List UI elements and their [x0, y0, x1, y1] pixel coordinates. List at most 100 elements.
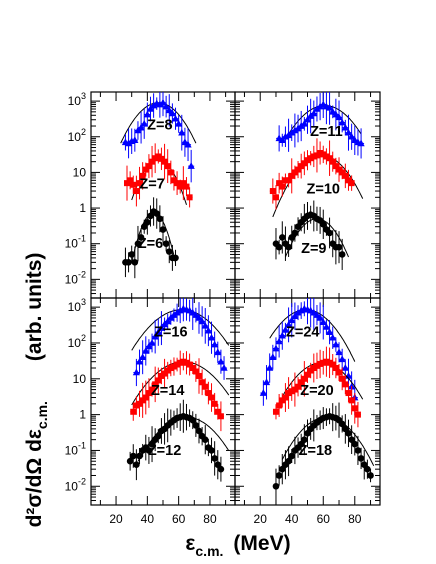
data-point	[282, 394, 289, 401]
data-point	[205, 390, 212, 397]
data-point	[184, 140, 192, 148]
series-label: Z=12	[148, 443, 181, 459]
data-point	[165, 248, 173, 255]
y-tick-label: 102	[68, 127, 86, 144]
data-point	[295, 383, 302, 390]
x-tick-label: 60	[172, 512, 186, 526]
data-point	[137, 234, 145, 241]
data-point	[133, 402, 140, 409]
data-point	[183, 359, 190, 366]
data-point	[338, 355, 346, 363]
data-point	[142, 166, 149, 173]
data-point	[298, 163, 305, 170]
data-point	[319, 318, 327, 325]
data-point	[281, 326, 290, 333]
y-tick-label-base: 10	[68, 94, 82, 108]
data-point	[332, 110, 340, 118]
data-point	[217, 357, 225, 365]
data-point	[338, 118, 346, 126]
data-point	[339, 375, 346, 382]
data-point	[275, 472, 283, 479]
data-point	[285, 177, 292, 184]
y-tick-label-base: 10	[68, 130, 82, 144]
data-point	[272, 482, 280, 490]
data-point	[158, 372, 165, 379]
data-point	[155, 377, 162, 384]
data-point	[272, 344, 280, 352]
data-point	[279, 183, 286, 190]
data-point	[208, 447, 215, 454]
data-point	[207, 333, 216, 341]
data-point	[307, 155, 314, 162]
data-point	[303, 115, 312, 123]
data-point	[162, 240, 170, 248]
data-point	[139, 353, 147, 361]
data-point	[338, 420, 346, 428]
series-label: Z=11	[310, 124, 343, 140]
data-point	[187, 162, 195, 169]
y-tick-label: 10-2	[65, 476, 86, 493]
data-point	[276, 180, 283, 187]
data-point	[214, 408, 221, 415]
data-point	[354, 447, 362, 454]
y-tick-label-exp: 2	[81, 333, 86, 343]
panel-top-right: Z=11 Z=10 Z=9	[234, 91, 381, 299]
x-axis-title-sub: c.m.	[195, 543, 223, 559]
x-tick-label: 80	[348, 512, 362, 526]
data-point	[145, 163, 152, 170]
data-point	[279, 397, 286, 404]
data-point	[133, 188, 140, 195]
data-point	[145, 390, 152, 397]
y-tick-label: 103	[68, 91, 86, 108]
data-point	[129, 452, 137, 460]
data-point	[332, 163, 339, 170]
data-point	[211, 340, 219, 348]
data-point	[198, 317, 206, 325]
data-point	[167, 365, 174, 372]
data-point	[301, 436, 308, 443]
data-point	[196, 372, 202, 379]
data-point	[189, 416, 197, 424]
data-point	[259, 389, 267, 396]
data-point	[291, 229, 299, 237]
data-point	[139, 397, 146, 404]
data-point	[211, 455, 218, 462]
data-point	[269, 188, 276, 195]
data-point	[291, 169, 298, 176]
data-point	[199, 379, 206, 386]
data-point	[158, 155, 165, 162]
series-label: Z=7	[139, 177, 164, 193]
data-point	[156, 215, 164, 223]
data-point	[186, 194, 193, 201]
y-tick-label-exp: -1	[78, 234, 86, 244]
data-point	[174, 180, 181, 187]
data-point	[329, 361, 336, 368]
data-point	[325, 103, 334, 111]
data-point	[137, 123, 145, 131]
y-tick-label: 10-1	[65, 234, 86, 251]
data-point	[195, 313, 203, 321]
data-point	[154, 328, 162, 335]
y-tick-label: 102	[68, 333, 86, 350]
series-label: Z=20	[300, 383, 333, 399]
plot-area	[269, 92, 365, 270]
data-point	[297, 306, 305, 314]
data-point	[130, 408, 137, 415]
data-point	[142, 346, 150, 354]
data-point	[304, 157, 311, 164]
data-point	[135, 357, 144, 365]
data-point	[155, 153, 162, 160]
data-point	[348, 180, 355, 187]
data-point	[168, 109, 176, 117]
series-label: Z=18	[299, 443, 332, 459]
data-point	[344, 128, 353, 136]
data-point	[171, 114, 180, 122]
data-point	[313, 105, 321, 112]
data-point	[313, 311, 321, 318]
data-point	[288, 128, 296, 136]
data-point	[339, 169, 346, 176]
data-point	[125, 259, 132, 266]
y-tick-label: 1	[79, 201, 86, 215]
data-point	[217, 465, 225, 473]
